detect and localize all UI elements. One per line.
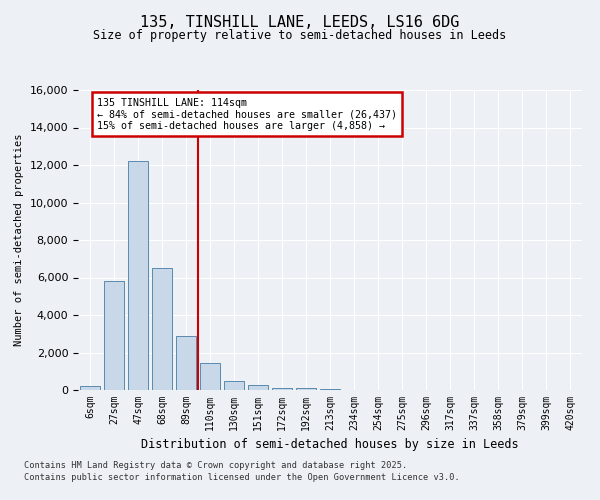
Bar [296, 388, 316, 390]
Bar [176, 336, 196, 390]
Text: 135 TINSHILL LANE: 114sqm
← 84% of semi-detached houses are smaller (26,437)
15%: 135 TINSHILL LANE: 114sqm ← 84% of semi-… [97, 98, 397, 130]
Bar [104, 281, 124, 390]
Bar [272, 388, 292, 390]
Bar [80, 386, 100, 390]
Text: Size of property relative to semi-detached houses in Leeds: Size of property relative to semi-detach… [94, 28, 506, 42]
Text: Contains HM Land Registry data © Crown copyright and database right 2025.: Contains HM Land Registry data © Crown c… [24, 462, 407, 470]
Text: Contains public sector information licensed under the Open Government Licence v3: Contains public sector information licen… [24, 474, 460, 482]
Bar [248, 386, 268, 390]
X-axis label: Distribution of semi-detached houses by size in Leeds: Distribution of semi-detached houses by … [141, 438, 519, 452]
Bar [200, 363, 220, 390]
Bar [152, 268, 172, 390]
Text: 135, TINSHILL LANE, LEEDS, LS16 6DG: 135, TINSHILL LANE, LEEDS, LS16 6DG [140, 15, 460, 30]
Bar [128, 161, 148, 390]
Bar [224, 380, 244, 390]
Y-axis label: Number of semi-detached properties: Number of semi-detached properties [14, 134, 24, 346]
